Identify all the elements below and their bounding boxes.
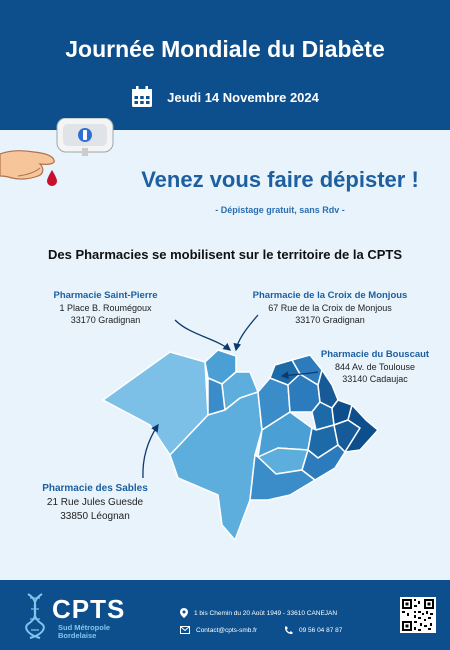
slogan: Venez vous faire dépister ! [141,167,419,192]
pharmacy-address: 1 Place B. Roumégoux [59,303,152,313]
page-title: Journée Mondiale du Diabète [65,36,385,62]
email-line[interactable]: Contact@cpts-smb.fr [180,626,257,634]
pharmacy-name: Pharmacie des Sables [42,483,148,494]
cpts-logo: CPTS [52,594,126,624]
section-title: Des Pharmacies se mobilisent sur le terr… [47,247,403,262]
pharmacy-address: 21 Rue Jules Guesde [46,497,144,508]
address-line: 1 bis Chemin du 20 Août 1949 - 33610 CAN… [180,608,337,618]
pharmacy-card: Pharmacie des Sables 21 Rue Jules Guesde… [20,482,170,524]
pharmacy-city: 33170 Gradignan [70,315,141,325]
glucometer-illustration [56,118,114,156]
hand-blood-drop-illustration [0,150,57,186]
pharmacy-name: Pharmacie Saint-Pierre [53,290,158,301]
screening-note: - Dépistage gratuit, sans Rdv - [215,205,345,215]
phone-icon [284,626,293,635]
pharmacy-city: 33170 Gradignan [295,315,365,325]
event-date: Jeudi 14 Novembre 2024 [0,86,450,108]
phone-line[interactable]: 09 56 04 87 87 [284,626,342,635]
pharmacy-city: 33850 Léognan [60,511,130,522]
qr-code[interactable] [400,597,436,633]
pharmacy-card: Pharmacie de la Croix de Monjous 67 Rue … [225,290,435,326]
pharmacy-card: Pharmacie Saint-Pierre 1 Place B. Roumég… [18,290,193,326]
logo-subtitle: Sud Métropole Bordelaise [58,623,111,640]
pointer-arrow [174,319,232,351]
pointer-arrow [280,371,319,380]
dna-logo-icon [25,593,45,639]
mail-icon [180,626,190,634]
pointer-arrow [142,423,159,479]
pharmacy-name: Pharmacie de la Croix de Monjous [252,290,408,301]
pharmacy-address: 844 Av. de Toulouse [334,362,416,372]
pharmacy-name: Pharmacie du Bouscaut [320,349,430,360]
pharmacy-city: 33140 Cadaujac [342,374,408,384]
calendar-icon [132,86,153,107]
header-banner [0,0,450,130]
pointer-arrow [233,314,259,352]
pharmacy-card: Pharmacie du Bouscaut 844 Av. de Toulous… [310,349,440,385]
footer: CPTS Sud Métropole Bordelaise 1 bis Chem… [0,580,450,650]
pharmacy-address: 67 Rue de la Croix de Monjous [268,303,392,313]
map-commune [344,404,379,453]
location-pin-icon [180,608,188,618]
map-commune [301,444,346,481]
map-commune [317,369,339,409]
event-date-text: Jeudi 14 Novembre 2024 [167,89,319,105]
territory-map [102,314,379,541]
